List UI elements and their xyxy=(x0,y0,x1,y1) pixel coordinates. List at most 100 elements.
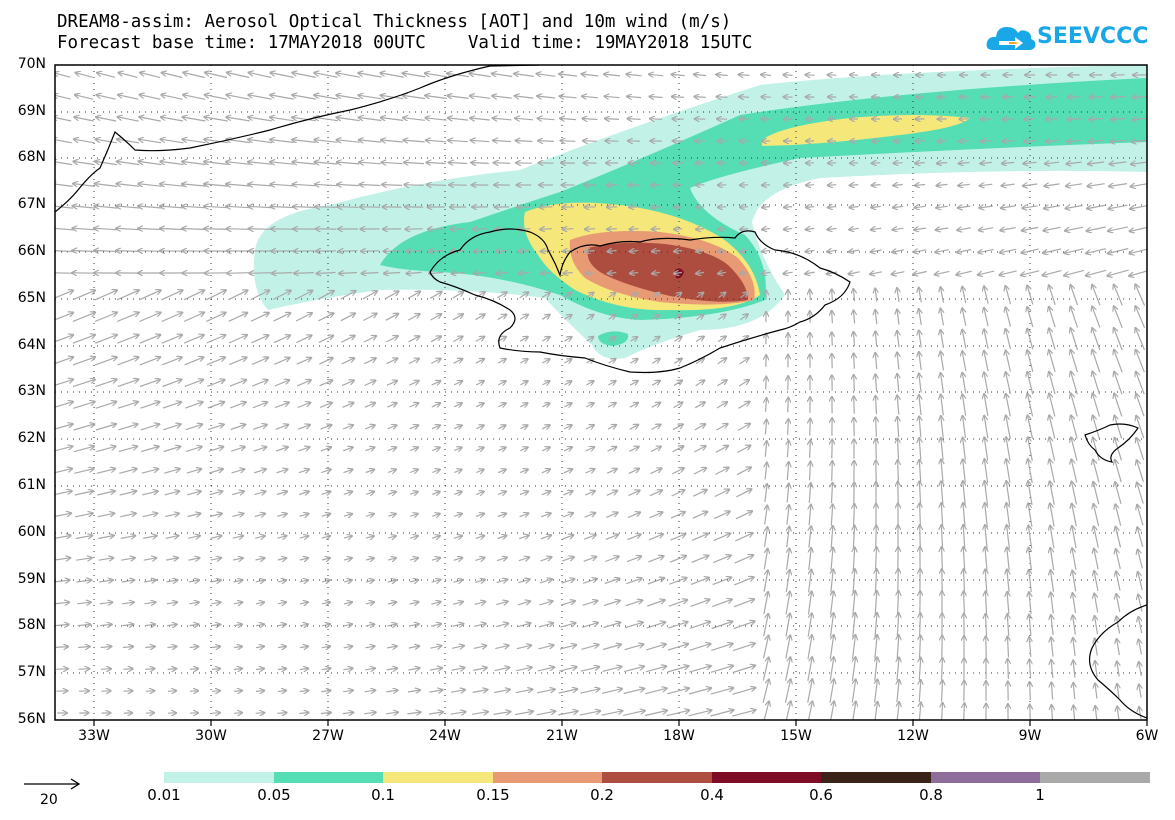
wind-arrow xyxy=(690,578,709,585)
wind-arrow xyxy=(716,402,727,409)
wind-arrow xyxy=(959,141,970,142)
wind-arrow xyxy=(941,287,944,303)
wind-arrow xyxy=(209,469,223,474)
wind-arrow xyxy=(561,557,574,562)
wind-arrow xyxy=(1114,306,1123,329)
wind-arrow xyxy=(810,290,811,301)
wind-arrow xyxy=(603,623,621,629)
wind-arrow xyxy=(560,96,577,98)
wind-arrow xyxy=(75,513,93,518)
wind-arrow xyxy=(210,558,221,560)
wind-arrow xyxy=(475,359,484,363)
wind-arrow xyxy=(1136,372,1145,395)
wind-arrow xyxy=(99,580,113,582)
wind-arrow xyxy=(788,419,789,435)
wind-arrow xyxy=(586,381,593,385)
scotland-coast xyxy=(1088,604,1147,719)
wind-arrow xyxy=(1095,706,1097,720)
wind-arrow xyxy=(162,380,182,388)
wind-arrow xyxy=(1135,306,1146,329)
wind-arrow xyxy=(425,118,447,120)
wind-arrow xyxy=(1071,350,1078,373)
wind-arrow xyxy=(985,503,988,527)
wind-arrow xyxy=(229,380,246,387)
wind-arrow xyxy=(627,512,640,519)
wind-arrow xyxy=(765,527,768,547)
wind-arrow xyxy=(386,381,397,386)
wind-arrow xyxy=(450,690,465,692)
wind-arrow xyxy=(1138,595,1143,612)
wind-arrow xyxy=(497,492,506,495)
wind-arrow xyxy=(561,141,576,142)
wind-arrow xyxy=(409,558,418,560)
wind-arrow xyxy=(121,558,135,560)
wind-arrow xyxy=(674,293,682,298)
colorbar-swatch-9 xyxy=(1040,772,1150,783)
wind-arrow xyxy=(1133,97,1147,98)
wind-arrow xyxy=(978,270,995,275)
wind-arrow xyxy=(667,644,688,651)
wind-arrow xyxy=(475,536,485,539)
wind-arrow xyxy=(72,379,95,388)
wind-arrow xyxy=(1029,570,1032,593)
wind-arrow xyxy=(941,395,944,416)
wind-arrow xyxy=(319,403,332,408)
wind-arrow xyxy=(810,462,811,481)
wind-arrow xyxy=(272,291,291,301)
wind-arrow xyxy=(806,75,815,76)
wind-arrow xyxy=(694,74,707,75)
wind-arrow xyxy=(651,425,660,430)
wind-arrow xyxy=(562,535,574,540)
wind-arrow xyxy=(515,118,533,120)
wind-arrow xyxy=(233,558,243,560)
wind-arrow xyxy=(564,359,572,363)
wind-arrow xyxy=(1136,350,1145,373)
wind-arrow xyxy=(564,337,572,341)
wind-arrow xyxy=(563,229,574,230)
wind-arrow xyxy=(957,228,971,230)
wind-arrow xyxy=(430,646,442,648)
wind-arrow xyxy=(892,272,905,275)
wind-arrow xyxy=(519,337,528,341)
wind-arrow xyxy=(453,536,462,539)
wind-arrow xyxy=(626,556,641,563)
wind-arrow xyxy=(832,332,833,346)
wind-arrow xyxy=(666,688,689,695)
wind-arrow xyxy=(958,206,971,208)
wind-arrow xyxy=(583,119,598,120)
wind-arrow xyxy=(343,602,352,604)
wind-arrow xyxy=(716,424,727,431)
wind-arrow xyxy=(161,290,183,301)
wind-arrow xyxy=(897,635,899,659)
wind-arrow xyxy=(1028,459,1033,483)
wind-arrow xyxy=(920,503,921,527)
wind-arrow xyxy=(73,184,96,187)
wind-arrow xyxy=(189,624,199,625)
wind-arrow xyxy=(986,614,987,637)
wind-arrow xyxy=(205,95,228,100)
wind-arrow xyxy=(1029,592,1031,614)
wind-arrow xyxy=(644,711,667,717)
wind-arrow xyxy=(406,251,423,252)
wind-arrow xyxy=(364,690,376,692)
wind-arrow xyxy=(809,548,811,571)
wind-arrow xyxy=(1093,416,1100,439)
wind-arrow xyxy=(763,701,769,720)
wind-arrow xyxy=(626,578,641,585)
wind-arrow xyxy=(783,75,793,76)
wind-arrow xyxy=(689,666,711,673)
wind-arrow xyxy=(853,613,855,637)
wind-arrow xyxy=(688,688,711,695)
wind-arrow xyxy=(497,359,506,363)
wind-arrow xyxy=(1043,248,1062,253)
wind-arrow xyxy=(321,536,330,538)
wind-arrow xyxy=(229,357,246,366)
lon-label-24w: 24W xyxy=(429,728,461,744)
lon-label-33w: 33W xyxy=(78,728,110,744)
wind-arrow xyxy=(915,163,925,164)
wind-arrow xyxy=(1073,706,1074,720)
wind-arrow xyxy=(1108,247,1129,254)
wind-arrow xyxy=(625,600,643,607)
wind-arrow xyxy=(94,335,117,344)
wind-arrow xyxy=(475,337,485,342)
